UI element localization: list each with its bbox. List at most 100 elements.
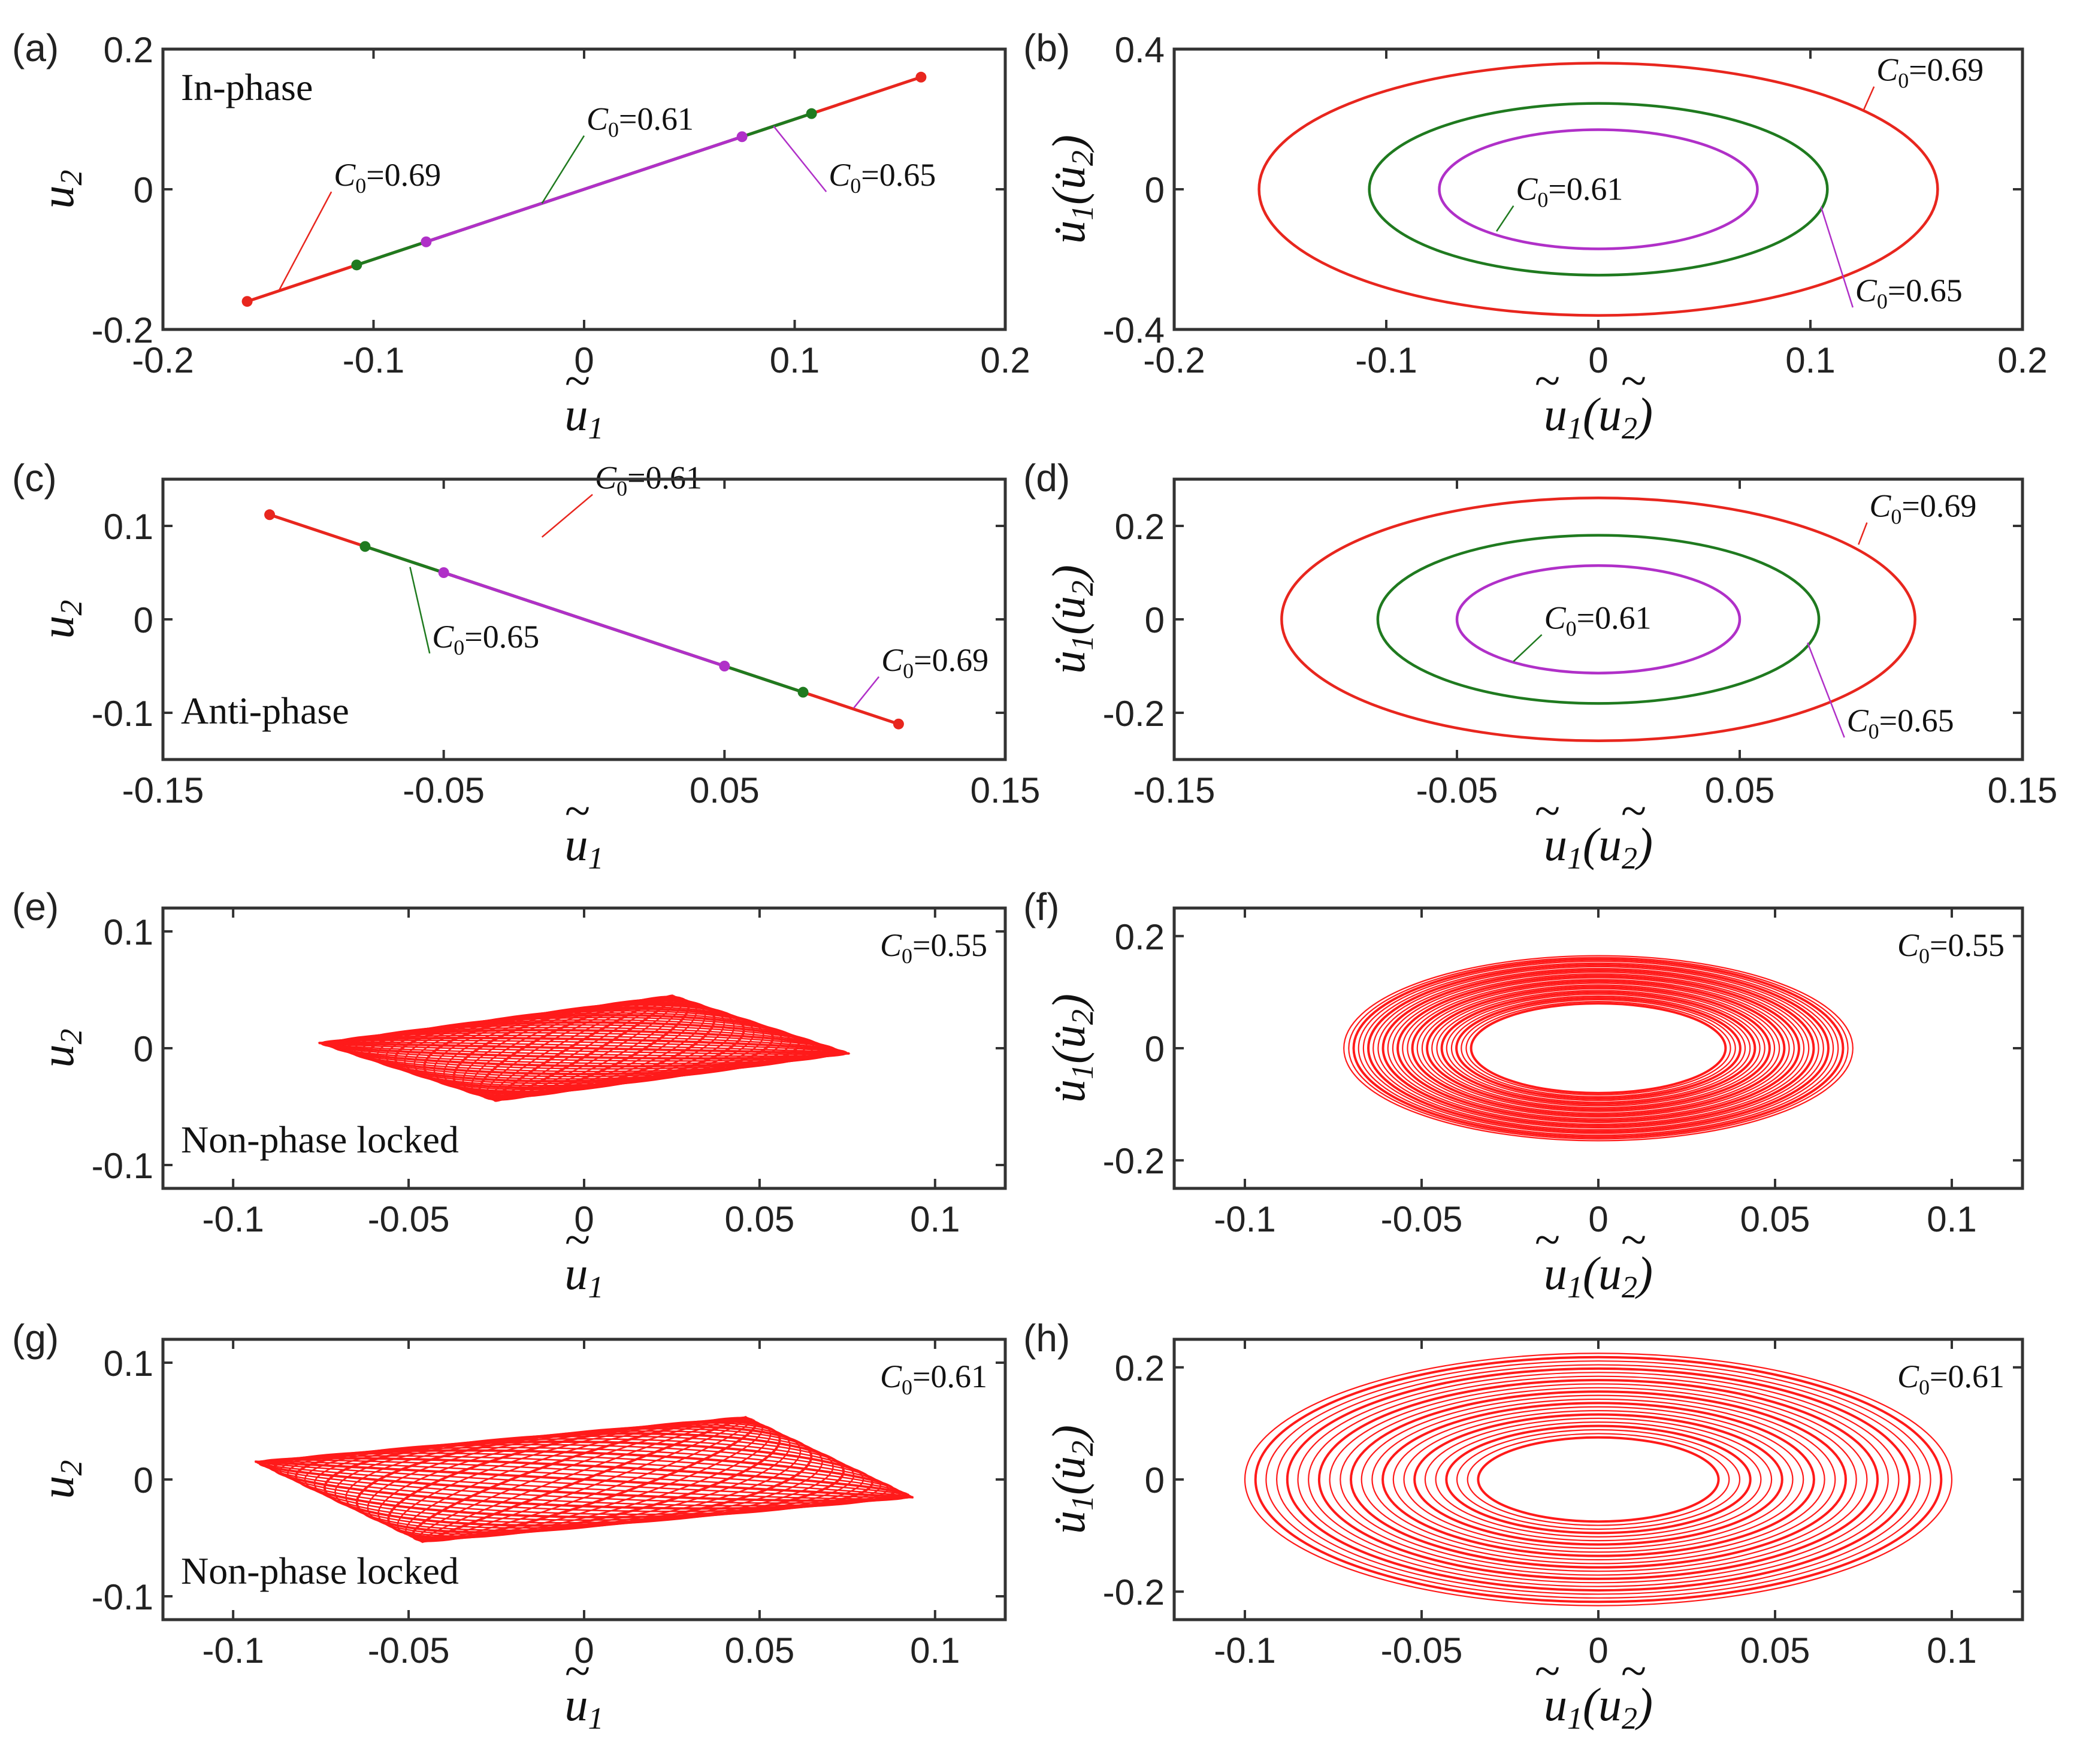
x-tick-label-f-2: 0 <box>1588 1199 1608 1239</box>
y-axis-label-h-paren: (u̇ <box>1042 1456 1095 1495</box>
series-orbit-g-19 <box>397 1419 772 1540</box>
series-orbit-e-4 <box>324 1034 845 1062</box>
x-axis-label-h-var: u <box>1544 1678 1567 1730</box>
x-axis-label-f-paren-sub: 2 <box>1622 1270 1637 1305</box>
panel-label-a: (a) <box>12 26 59 69</box>
y-axis-label-b-var: u̇ <box>1042 220 1095 244</box>
y-tick-label-a-1: 0 <box>134 170 153 210</box>
annotation-a-1-sub: 0 <box>608 118 619 142</box>
panel-h: -0.1 -0.05 0 0.05 0.1-0.200.2u1(u2)~ ~u̇1(u̇2… <box>1023 1317 2024 1736</box>
x-axis-label-e-sub: 1 <box>588 1270 604 1305</box>
y-axis-label-f-var: u̇ <box>1042 1079 1095 1103</box>
x-tick-label-h-1: -0.05 <box>1381 1630 1463 1671</box>
x-axis-tilde2-b: ~ <box>1621 355 1646 407</box>
x-axis-label-h-sub: 1 <box>1567 1702 1583 1736</box>
series-ring-f-25 <box>1348 957 1849 1140</box>
annotation-a-0-sub: 0 <box>355 174 366 198</box>
series-ellipse-b-2 <box>1438 128 1759 250</box>
panel-label-h: (h) <box>1023 1317 1070 1360</box>
y-axis-label-f-paren-sub: 2 <box>1066 1009 1100 1025</box>
x-tick-label-a-4: 0.2 <box>980 340 1030 380</box>
series-orbit-g-24 <box>421 1415 747 1544</box>
corner-label-f-sym: C <box>1897 927 1919 963</box>
annotation-b-0-sym: C <box>1876 52 1898 88</box>
y-axis-label-f-sub: 1 <box>1066 1064 1100 1079</box>
annotation-a-2-sub: 0 <box>850 174 861 198</box>
series-orbit-e-25 <box>485 996 683 1101</box>
series-ring-h-19 <box>1276 1364 1921 1595</box>
annotation-b-2-val: =0.65 <box>1888 273 1963 308</box>
x-tick-label-d-2: 0.05 <box>1705 770 1775 810</box>
series-ring-h-20 <box>1265 1360 1931 1599</box>
plot-area-h <box>1244 1352 1953 1606</box>
panel-e: -0.1 -0.05 0 0.05 0.1-0.100.1u1~u2(e)Non-pha… <box>12 885 1007 1305</box>
annotation-d-2-val: =0.65 <box>1879 703 1954 739</box>
x-tick-label-c-1: -0.05 <box>403 770 485 810</box>
corner-label-f-sub: 0 <box>1919 944 1930 968</box>
corner-label-h-val: =0.61 <box>1930 1358 2005 1394</box>
x-axis-tilde-c: ~ <box>564 785 589 837</box>
annotation-d-1-val: =0.61 <box>1577 600 1652 636</box>
annotation-c-1-val: =0.65 <box>464 619 539 655</box>
x-tick-label-e-4: 0.1 <box>910 1199 960 1239</box>
annotation-d-1-sym: C <box>1544 600 1567 636</box>
x-axis-label-b-paren-sub: 2 <box>1622 412 1637 446</box>
series-ring-h-17 <box>1297 1372 1900 1587</box>
annotation-d-0: C0=0.69 <box>1869 488 1976 528</box>
panel-label-d: (d) <box>1023 456 1070 500</box>
y-axis-label-a-var: u <box>31 186 83 209</box>
x-axis-label-a-sub: 1 <box>588 412 604 446</box>
x-axis-label-d: u1(u2) <box>1544 818 1653 876</box>
x-tick-label-f-3: 0.05 <box>1740 1199 1810 1239</box>
x-tick-label-e-3: 0.05 <box>725 1199 795 1239</box>
x-axis-label-b-paren: (u <box>1583 388 1622 440</box>
series-ring-f-18 <box>1381 969 1815 1127</box>
x-axis-label-g: u1 <box>565 1678 604 1736</box>
series-ring-h-10 <box>1371 1398 1825 1561</box>
x-tick-label-a-3: 0.1 <box>770 340 820 380</box>
series-ring-f-7 <box>1436 990 1761 1107</box>
annotation-leader-a-2 <box>773 125 827 192</box>
y-tick-label-g-2: 0.1 <box>104 1344 153 1384</box>
x-axis-tilde-f: ~ <box>1534 1214 1559 1266</box>
series-marker-a-0-0 <box>241 296 253 307</box>
y-tick-label-e-0: -0.1 <box>92 1146 153 1186</box>
x-tick-label-h-0: -0.1 <box>1214 1630 1275 1671</box>
annotation-leader-c-0 <box>541 494 593 538</box>
plot-area-b <box>1257 62 1939 317</box>
annotation-b-2-sub: 0 <box>1877 289 1888 313</box>
series-ring-f-23 <box>1358 960 1839 1136</box>
series-ring-h-18 <box>1286 1367 1911 1592</box>
x-tick-label-b-1: -0.1 <box>1355 340 1417 380</box>
x-tick-label-a-0: -0.2 <box>132 340 194 380</box>
x-axis-label-f-paren-close: ) <box>1635 1247 1653 1299</box>
series-marker-c-1-1 <box>797 686 809 698</box>
series-orbit-e-3 <box>321 1036 848 1060</box>
x-tick-label-g-2: 0 <box>574 1630 594 1671</box>
x-axis-tilde-d: ~ <box>1534 785 1559 837</box>
series-ring-h-9 <box>1381 1402 1815 1557</box>
x-tick-label-f-0: -0.1 <box>1214 1199 1275 1239</box>
y-axis-label-h: u̇1(u̇2) <box>1042 1425 1100 1534</box>
corner-label-g: C0=0.61 <box>880 1358 987 1399</box>
x-tick-label-e-1: -0.05 <box>368 1199 450 1239</box>
annotation-leader-d-0 <box>1858 522 1868 545</box>
x-axis-label-b: u1(u2) <box>1544 388 1653 446</box>
annotation-b-2: C0=0.65 <box>1855 273 1963 313</box>
series-ring-f-6 <box>1440 991 1756 1106</box>
series-marker-a-2-1 <box>736 131 748 143</box>
x-axis-label-d-paren-close: ) <box>1635 818 1653 870</box>
x-axis-tilde-h: ~ <box>1534 1645 1559 1697</box>
y-axis-label-b-paren-sub: 2 <box>1066 150 1100 166</box>
series-ellipse-b-0 <box>1257 62 1939 317</box>
series-ring-h-5 <box>1424 1417 1773 1542</box>
series-ring-f-12 <box>1411 980 1786 1117</box>
panel-label-f: (f) <box>1023 885 1059 928</box>
y-tick-label-g-0: -0.1 <box>92 1577 153 1617</box>
panel-label-b: (b) <box>1023 26 1070 69</box>
x-axis-label-d-sub: 1 <box>1567 842 1583 876</box>
x-axis-tilde-a: ~ <box>564 355 589 407</box>
series-marker-c-1-0 <box>359 541 371 552</box>
annotation-d-0-val: =0.69 <box>1901 488 1976 524</box>
